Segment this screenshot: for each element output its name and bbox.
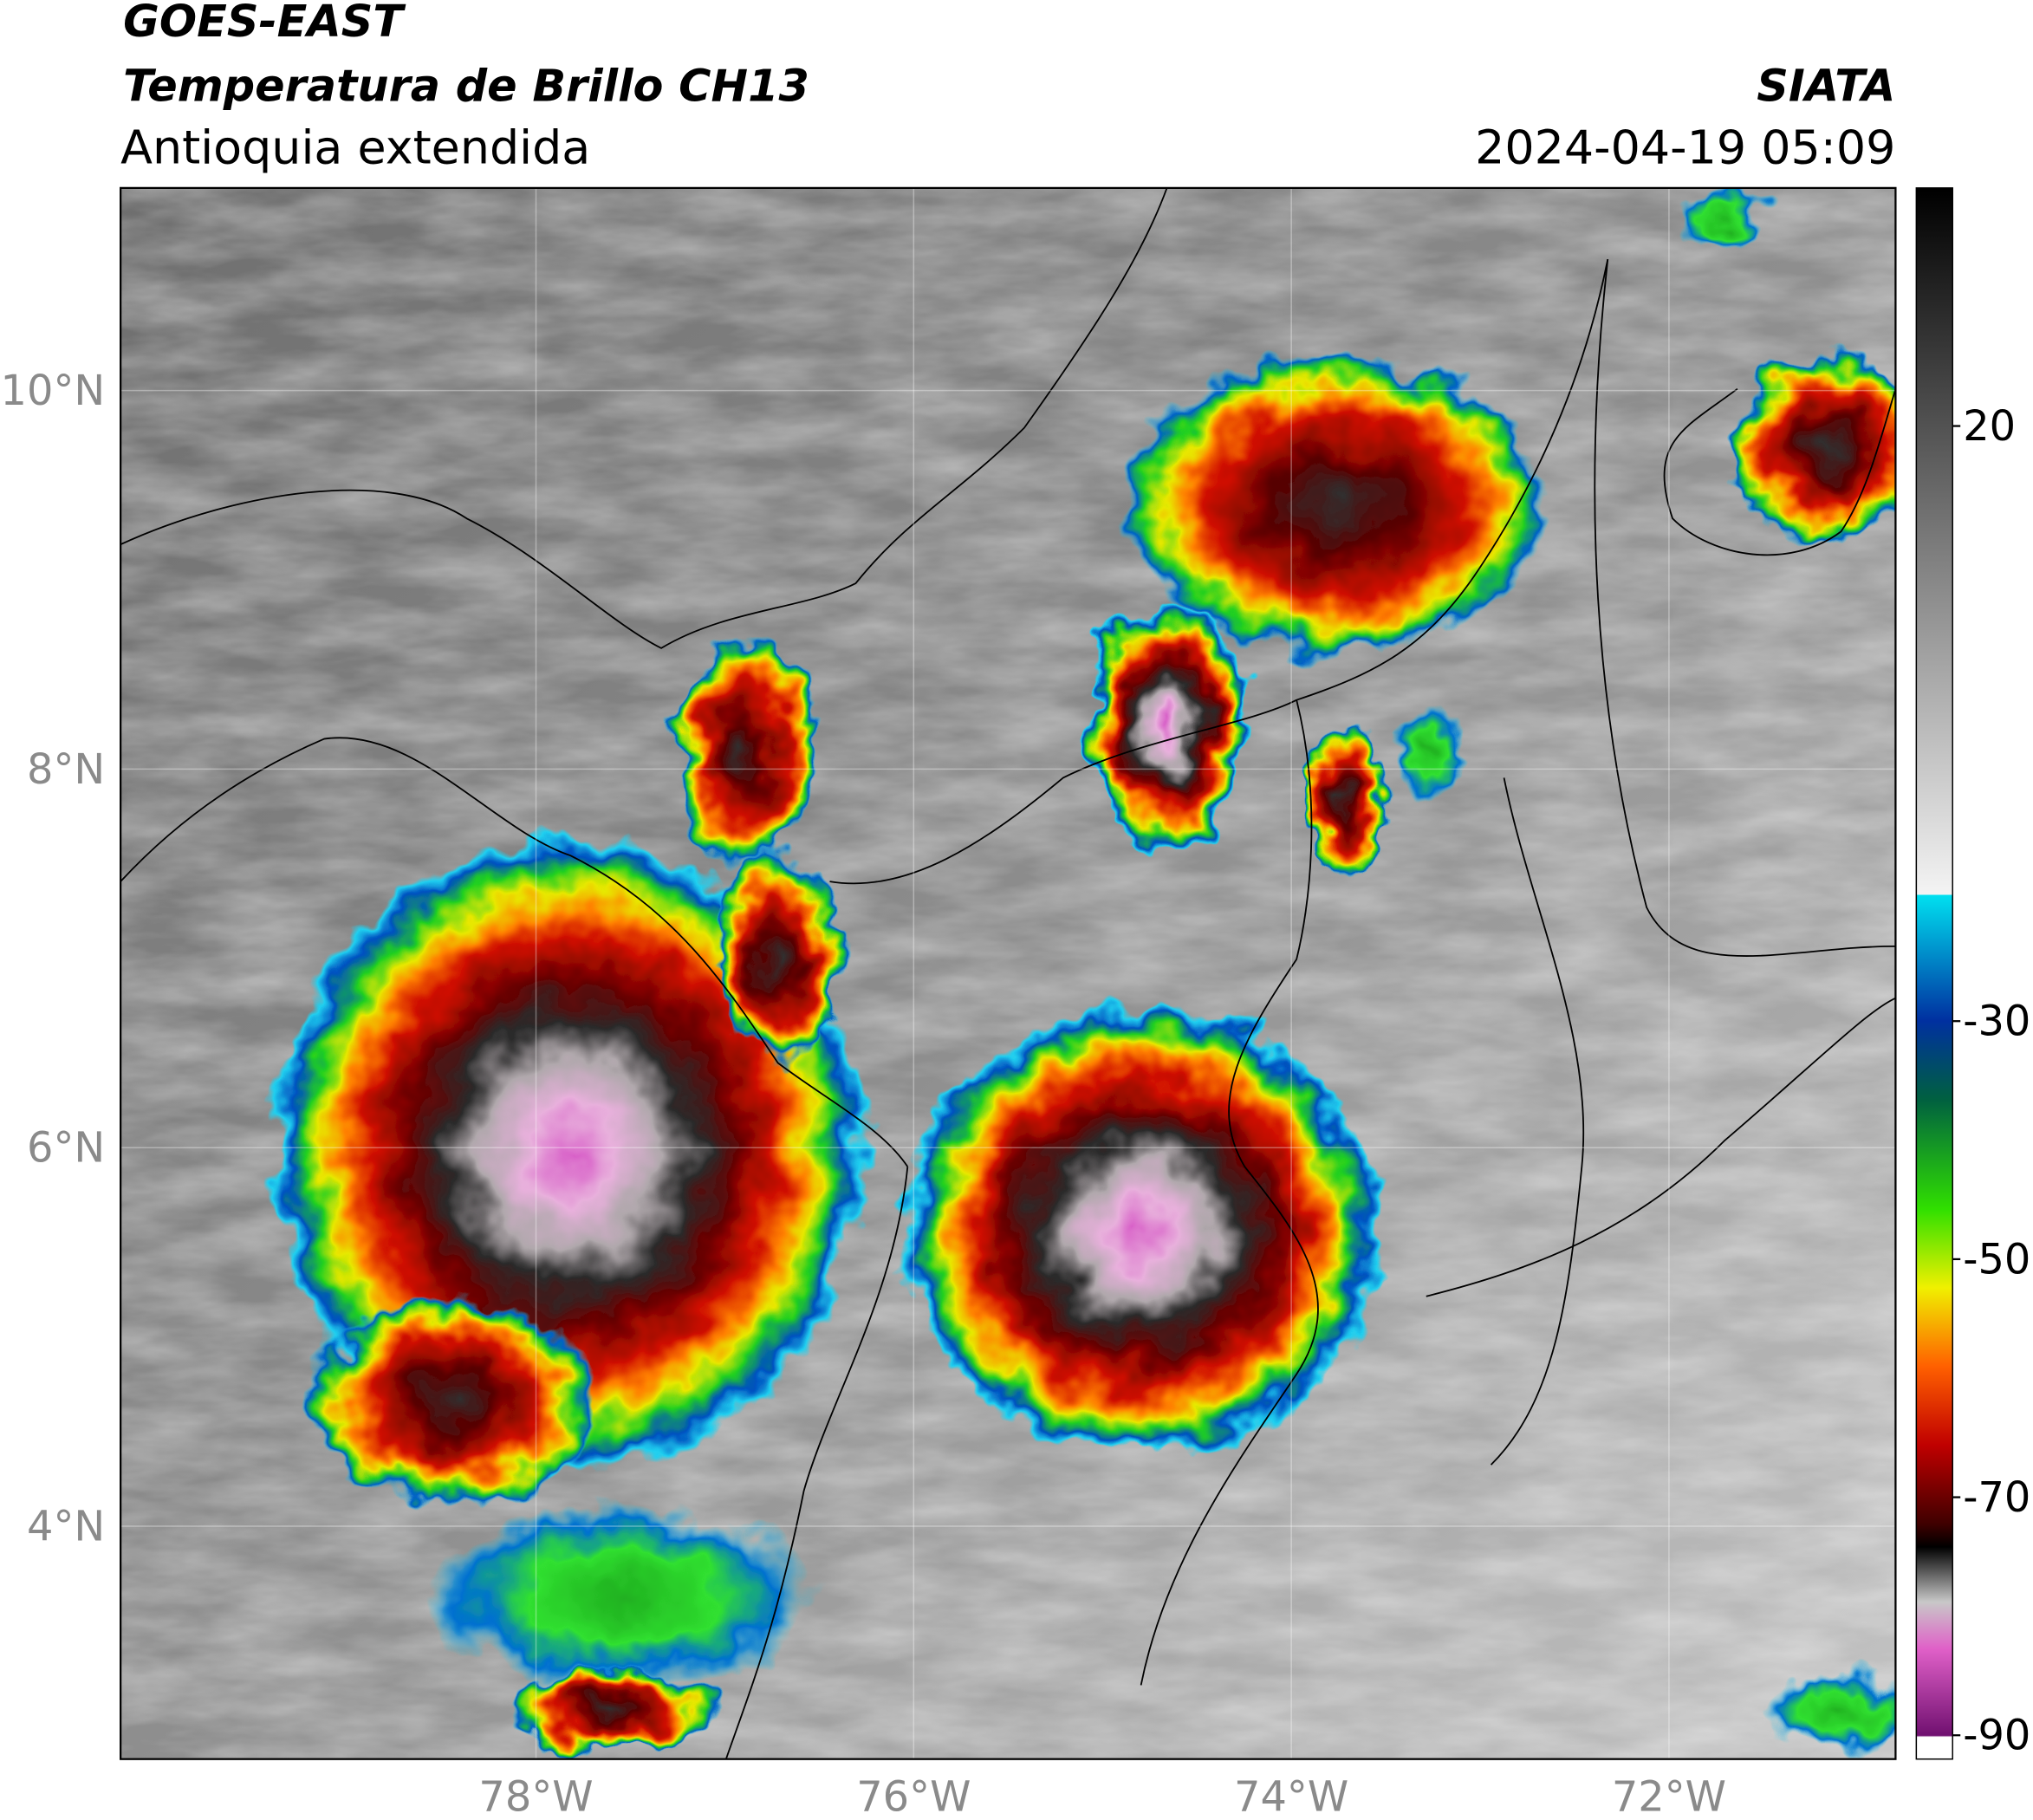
y-tick-label: 10°N	[1, 367, 106, 415]
map-frame	[120, 186, 1897, 1760]
x-tick-label: 78°W	[478, 1774, 593, 1820]
colorbar-tick-label: -90	[1963, 1713, 2030, 1760]
title: GOES-EAST	[123, 0, 406, 47]
colorbar	[1915, 187, 1953, 1760]
y-tick-label: 6°N	[27, 1125, 105, 1173]
region: Antioquia extendida	[120, 120, 590, 174]
colorbar-tick-label: 20	[1963, 403, 2016, 451]
x-tick-label: 76°W	[856, 1774, 971, 1820]
colorbar-tick-label: -70	[1963, 1474, 2030, 1522]
subtitle: Temperatura de Brillo CH13	[123, 61, 809, 112]
colorbar-tick-label: -30	[1963, 998, 2030, 1046]
y-tick-label: 8°N	[27, 746, 105, 794]
y-tick-label: 4°N	[27, 1504, 105, 1551]
datetime: 2024-04-19 05:09	[1475, 120, 1895, 174]
satellite-image	[120, 187, 1896, 1759]
colorbar-tick-label: -50	[1963, 1236, 2030, 1284]
x-tick-label: 74°W	[1234, 1774, 1348, 1820]
x-tick-label: 72°W	[1612, 1774, 1726, 1820]
source: SIATA	[1757, 61, 1895, 112]
